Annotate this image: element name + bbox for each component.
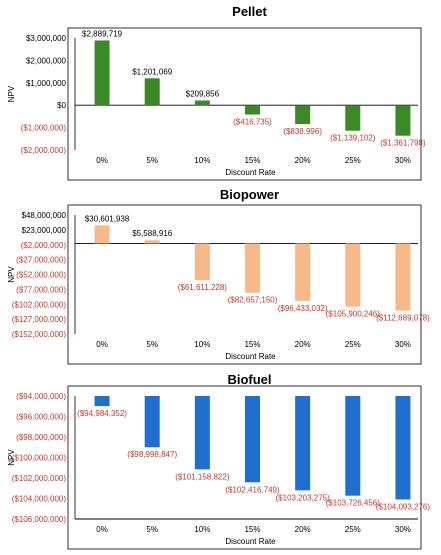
biopower-bar	[194, 243, 210, 281]
biofuel-data-label: ($103,726,456)	[326, 499, 381, 508]
biofuel-bar	[194, 396, 210, 470]
biofuel-data-label: ($101,158,822)	[175, 472, 230, 481]
pellet-bar	[194, 100, 210, 106]
biopower-ytick-label: ($77,000,000)	[16, 285, 66, 294]
biopower-bar	[94, 225, 110, 244]
biopower-data-label: ($82,657,150)	[228, 296, 278, 305]
pellet-ytick-label: ($2,000,000)	[21, 146, 67, 155]
biopower-bar	[395, 243, 411, 311]
biopower-ytick-label: ($127,000,000)	[12, 315, 67, 324]
biofuel-ytick-label: ($96,000,000)	[16, 413, 66, 422]
biofuel-bar	[295, 396, 311, 491]
pellet-data-label: $1,201,069	[132, 67, 173, 76]
pellet-ytick-label: $3,000,000	[26, 34, 67, 43]
biofuel-data-label: ($98,998,847)	[127, 450, 177, 459]
biofuel-category-label: 5%	[146, 525, 158, 534]
pellet-data-label: ($1,361,798)	[380, 139, 426, 148]
pellet-bar	[345, 105, 361, 131]
pellet-category-label: 15%	[244, 156, 260, 165]
biofuel-data-label: ($94,984,352)	[77, 409, 127, 418]
biofuel-ytick-label: ($94,000,000)	[16, 392, 66, 401]
pellet-chart-title: Pellet	[232, 4, 267, 19]
pellet-category-label: 30%	[395, 156, 411, 165]
pellet-ytick-label: $1,000,000	[26, 79, 67, 88]
biopower-category-label: 20%	[295, 340, 311, 349]
biopower-chart-title: Biopower	[220, 187, 279, 202]
biopower-ytick-label: $48,000,000	[22, 211, 67, 220]
biopower-ytick-label: ($152,000,000)	[12, 330, 67, 339]
biopower-ytick-label: ($102,000,000)	[12, 300, 67, 309]
pellet-data-label: ($838,996)	[283, 127, 322, 136]
biofuel-bar	[395, 396, 411, 500]
pellet-xlabel: Discount Rate	[225, 168, 276, 177]
biofuel-bar	[345, 396, 361, 496]
biofuel-category-label: 15%	[244, 525, 260, 534]
pellet-bar	[295, 105, 311, 124]
biopower-ytick-label: ($2,000,000)	[21, 241, 67, 250]
biopower-data-label: $30,601,938	[85, 214, 130, 223]
pellet-category-label: 5%	[146, 156, 158, 165]
biopower-data-label: ($61,611,228)	[178, 283, 228, 292]
biofuel-data-label: ($104,093,276)	[376, 502, 431, 511]
biofuel-chart-title: Biofuel	[227, 372, 271, 387]
biopower-category-label: 10%	[194, 340, 210, 349]
pellet-bar	[395, 105, 411, 136]
biofuel-ytick-label: ($100,000,000)	[12, 454, 67, 463]
pellet-category-label: 25%	[345, 156, 361, 165]
pellet-data-label: ($416,735)	[233, 118, 272, 127]
biopower-data-label: $5,588,916	[132, 229, 173, 238]
biofuel-data-label: ($103,203,275)	[276, 493, 331, 502]
biopower-bar	[295, 243, 311, 301]
biofuel-ytick-label: ($104,000,000)	[12, 495, 67, 504]
biofuel-ytick-label: ($106,000,000)	[12, 515, 67, 524]
pellet-data-label: ($1,139,102)	[330, 134, 376, 143]
biopower-data-label: ($112,689,078)	[376, 314, 430, 323]
pellet-chart-frame	[67, 27, 422, 181]
pellet-bar	[144, 78, 160, 106]
pellet-category-label: 0%	[96, 156, 108, 165]
biopower-category-label: 15%	[244, 340, 260, 349]
pellet-ylabel: NPV	[7, 85, 16, 102]
pellet-data-label: $2,889,719	[82, 29, 123, 38]
biofuel-ytick-label: ($102,000,000)	[12, 474, 67, 483]
biopower-ytick-label: $23,000,000	[22, 226, 67, 235]
biopower-data-label: ($96,433,032)	[278, 304, 328, 313]
biofuel-category-label: 0%	[96, 525, 108, 534]
biofuel-ytick-label: ($98,000,000)	[16, 433, 66, 442]
biofuel-bar	[245, 396, 260, 483]
biopower-ytick-label: ($52,000,000)	[16, 271, 66, 280]
biofuel-category-label: 20%	[295, 525, 311, 534]
biofuel-bar	[144, 396, 160, 448]
biofuel-category-label: 30%	[395, 525, 411, 534]
biofuel-xlabel: Discount Rate	[225, 537, 276, 546]
biopower-xlabel: Discount Rate	[225, 352, 276, 361]
biofuel-data-label: ($102,416,749)	[225, 485, 280, 494]
biopower-category-label: 5%	[146, 340, 158, 349]
biopower-chart-frame	[67, 204, 422, 365]
biopower-bar	[245, 243, 260, 293]
pellet-ytick-label: $0	[57, 101, 66, 110]
pellet-ytick-label: $2,000,000	[26, 56, 67, 65]
biofuel-category-label: 25%	[345, 525, 361, 534]
biopower-data-label: ($105,900,246)	[326, 310, 381, 319]
biofuel-category-label: 10%	[194, 525, 210, 534]
biopower-category-label: 25%	[345, 340, 361, 349]
pellet-bar	[245, 105, 260, 115]
biopower-bar	[345, 243, 361, 307]
biopower-category-label: 30%	[395, 340, 411, 349]
biofuel-chart-frame	[67, 385, 422, 550]
pellet-category-label: 10%	[194, 156, 210, 165]
pellet-bar	[94, 40, 110, 106]
biopower-category-label: 0%	[96, 340, 108, 349]
biopower-ytick-label: ($27,000,000)	[16, 256, 66, 265]
pellet-ytick-label: ($1,000,000)	[21, 124, 67, 133]
pellet-data-label: $209,856	[186, 89, 220, 98]
biopower-ylabel: NPV	[7, 266, 16, 283]
biopower-bar	[144, 240, 160, 244]
biofuel-ylabel: NPV	[7, 449, 16, 466]
biofuel-bar	[94, 396, 110, 407]
pellet-category-label: 20%	[295, 156, 311, 165]
